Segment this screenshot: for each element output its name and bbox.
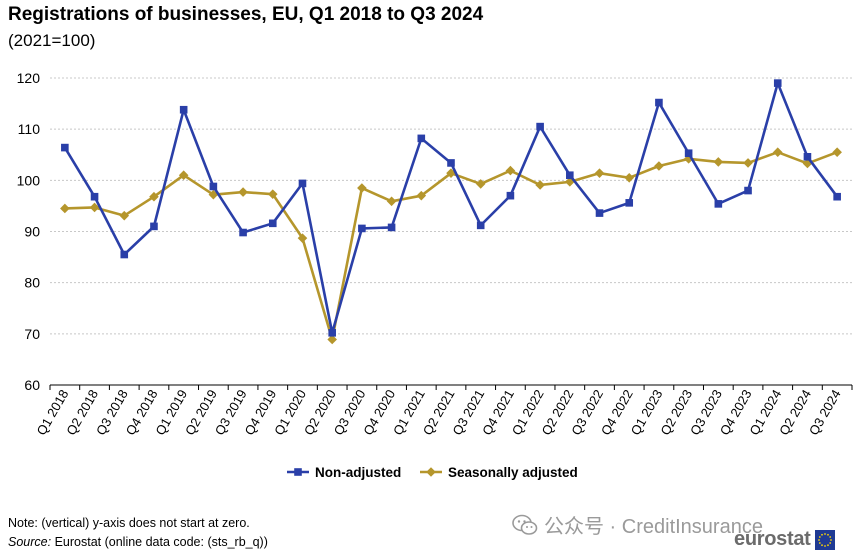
data-point-non-adjusted — [417, 134, 426, 143]
data-point-seasonally-adjusted — [89, 202, 100, 213]
data-point-seasonally-adjusted — [60, 203, 70, 214]
data-point-non-adjusted — [239, 228, 247, 237]
source-text: Eurostat (online data code: (sts_rb_q)) — [54, 535, 268, 549]
data-point-non-adjusted — [684, 149, 693, 158]
data-point-seasonally-adjusted — [386, 196, 397, 207]
y-tick-label: 120 — [17, 70, 41, 86]
legend-label-seasonally-adjusted: Seasonally adjusted — [448, 465, 578, 480]
watermark-text: 公众号 · CreditInsurance — [544, 516, 763, 538]
data-point-non-adjusted — [120, 250, 129, 259]
data-point-non-adjusted — [328, 329, 336, 337]
chart-subtitle: (2021=100) — [8, 31, 96, 50]
eurostat-logo: eurostat — [734, 528, 835, 551]
y-tick-label: 110 — [18, 121, 41, 137]
legend-label-non-adjusted: Non-adjusted — [315, 465, 401, 480]
data-point-seasonally-adjusted — [505, 165, 516, 176]
data-point-non-adjusted — [298, 179, 307, 188]
legend-marker-non-adjusted — [294, 468, 302, 476]
y-tick-label: 60 — [24, 377, 40, 393]
data-point-seasonally-adjusted — [149, 191, 159, 202]
legend-marker-seasonally-adjusted — [426, 467, 436, 477]
data-point-seasonally-adjusted — [624, 172, 635, 183]
y-tick-label: 80 — [24, 275, 40, 291]
data-point-seasonally-adjusted — [594, 168, 605, 178]
chart-title: Registrations of businesses, EU, Q1 2018… — [8, 4, 484, 25]
logo-text: eurostat — [734, 528, 811, 550]
data-point-seasonally-adjusted — [119, 210, 130, 221]
data-point-seasonally-adjusted — [713, 157, 724, 167]
data-point-non-adjusted — [447, 159, 455, 167]
data-point-non-adjusted — [655, 98, 663, 107]
data-point-seasonally-adjusted — [743, 158, 753, 168]
data-point-seasonally-adjusted — [178, 170, 189, 181]
data-point-non-adjusted — [476, 221, 485, 230]
data-point-non-adjusted — [61, 143, 69, 152]
wechat-icon — [512, 514, 538, 535]
data-point-non-adjusted — [387, 223, 396, 232]
eu-flag-icon — [814, 529, 835, 550]
data-point-seasonally-adjusted — [238, 187, 248, 197]
data-point-non-adjusted — [595, 209, 604, 217]
data-point-non-adjusted — [773, 79, 782, 87]
data-point-seasonally-adjusted — [357, 183, 367, 193]
data-point-non-adjusted — [744, 186, 752, 195]
chart-source: Source: Eurostat (online data code: (sts… — [8, 535, 268, 549]
data-point-non-adjusted — [268, 219, 277, 228]
data-point-non-adjusted — [179, 105, 188, 114]
data-point-seasonally-adjusted — [565, 177, 575, 187]
source-label: Source: — [8, 535, 52, 549]
data-point-seasonally-adjusted — [446, 168, 456, 178]
data-point-seasonally-adjusted — [416, 190, 427, 201]
data-point-seasonally-adjusted — [267, 189, 278, 199]
data-point-non-adjusted — [90, 192, 99, 201]
watermark: 公众号 · CreditInsurance — [512, 510, 763, 539]
data-point-non-adjusted — [506, 191, 515, 200]
data-point-non-adjusted — [536, 122, 544, 131]
series-line-non-adjusted — [63, 81, 839, 335]
data-point-non-adjusted — [625, 199, 634, 207]
chart-note: Note: (vertical) y-axis does not start a… — [8, 516, 250, 530]
data-point-non-adjusted — [150, 222, 158, 231]
data-point-non-adjusted — [803, 152, 812, 161]
y-tick-label: 70 — [24, 326, 40, 342]
data-point-non-adjusted — [209, 182, 218, 191]
data-point-non-adjusted — [714, 200, 723, 208]
data-point-seasonally-adjusted — [327, 334, 337, 345]
data-point-non-adjusted — [358, 224, 366, 233]
data-point-seasonally-adjusted — [832, 147, 842, 157]
y-tick-label: 90 — [24, 224, 40, 240]
data-point-seasonally-adjusted — [535, 180, 545, 190]
data-point-non-adjusted — [566, 171, 574, 180]
data-point-seasonally-adjusted — [297, 233, 308, 243]
data-point-seasonally-adjusted — [654, 161, 664, 171]
data-point-seasonally-adjusted — [475, 179, 486, 189]
y-tick-label: 100 — [17, 172, 41, 188]
data-point-non-adjusted — [833, 192, 841, 201]
data-point-seasonally-adjusted — [802, 158, 813, 169]
data-point-seasonally-adjusted — [772, 147, 783, 157]
data-point-seasonally-adjusted — [683, 154, 694, 164]
